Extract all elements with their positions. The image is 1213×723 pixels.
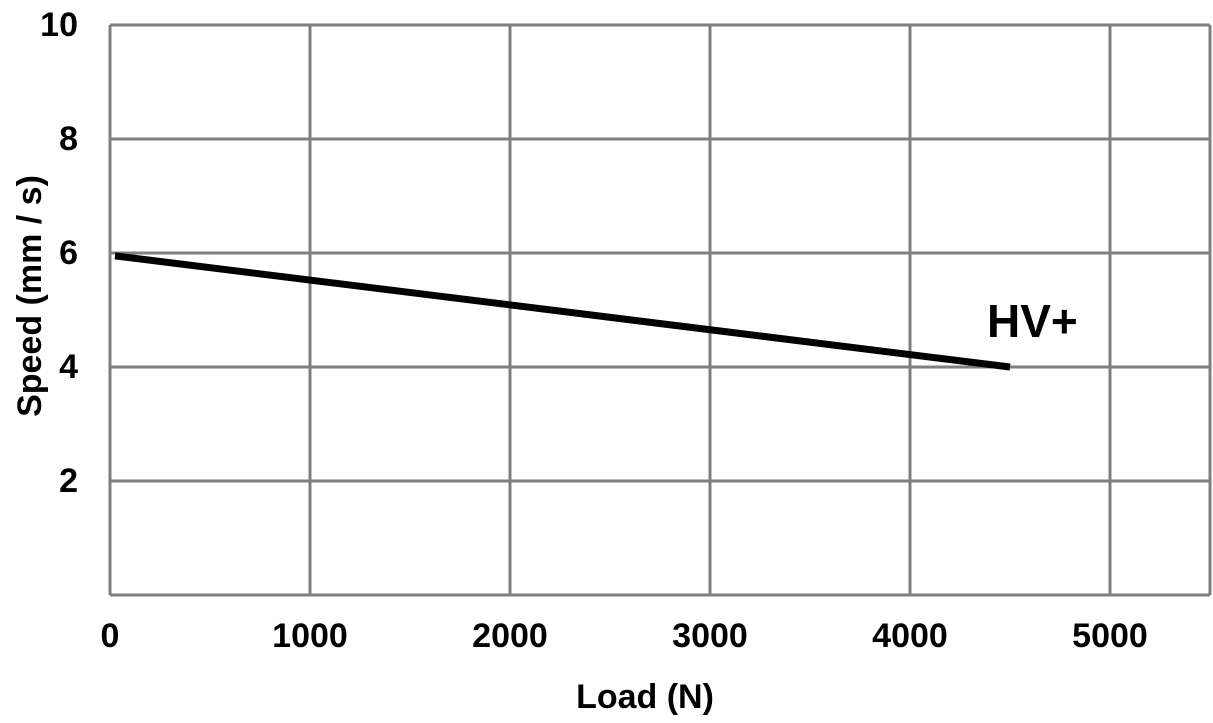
y-axis-title: Speed (mm / s) — [11, 175, 49, 417]
x-axis-ticks: 0 1000 2000 3000 4000 5000 — [101, 617, 1148, 655]
y-tick-label: 2 — [59, 462, 78, 500]
x-axis-title: Load (N) — [576, 678, 714, 716]
y-tick-label: 4 — [59, 348, 78, 386]
series-label-hv-plus: HV+ — [987, 295, 1078, 347]
x-tick-label: 4000 — [872, 617, 948, 655]
y-tick-label: 8 — [59, 120, 78, 158]
x-tick-label: 1000 — [272, 617, 348, 655]
series-layer — [114, 252, 1011, 371]
x-tick-label: 3000 — [672, 617, 748, 655]
y-tick-label: 10 — [40, 6, 78, 44]
y-axis-ticks: 2 4 6 8 10 — [40, 6, 78, 500]
x-tick-label: 5000 — [1072, 617, 1148, 655]
series-line — [114, 252, 1011, 371]
grid — [108, 23, 1212, 597]
x-tick-label: 0 — [101, 617, 120, 655]
y-tick-label: 6 — [59, 234, 78, 272]
x-tick-label: 2000 — [472, 617, 548, 655]
